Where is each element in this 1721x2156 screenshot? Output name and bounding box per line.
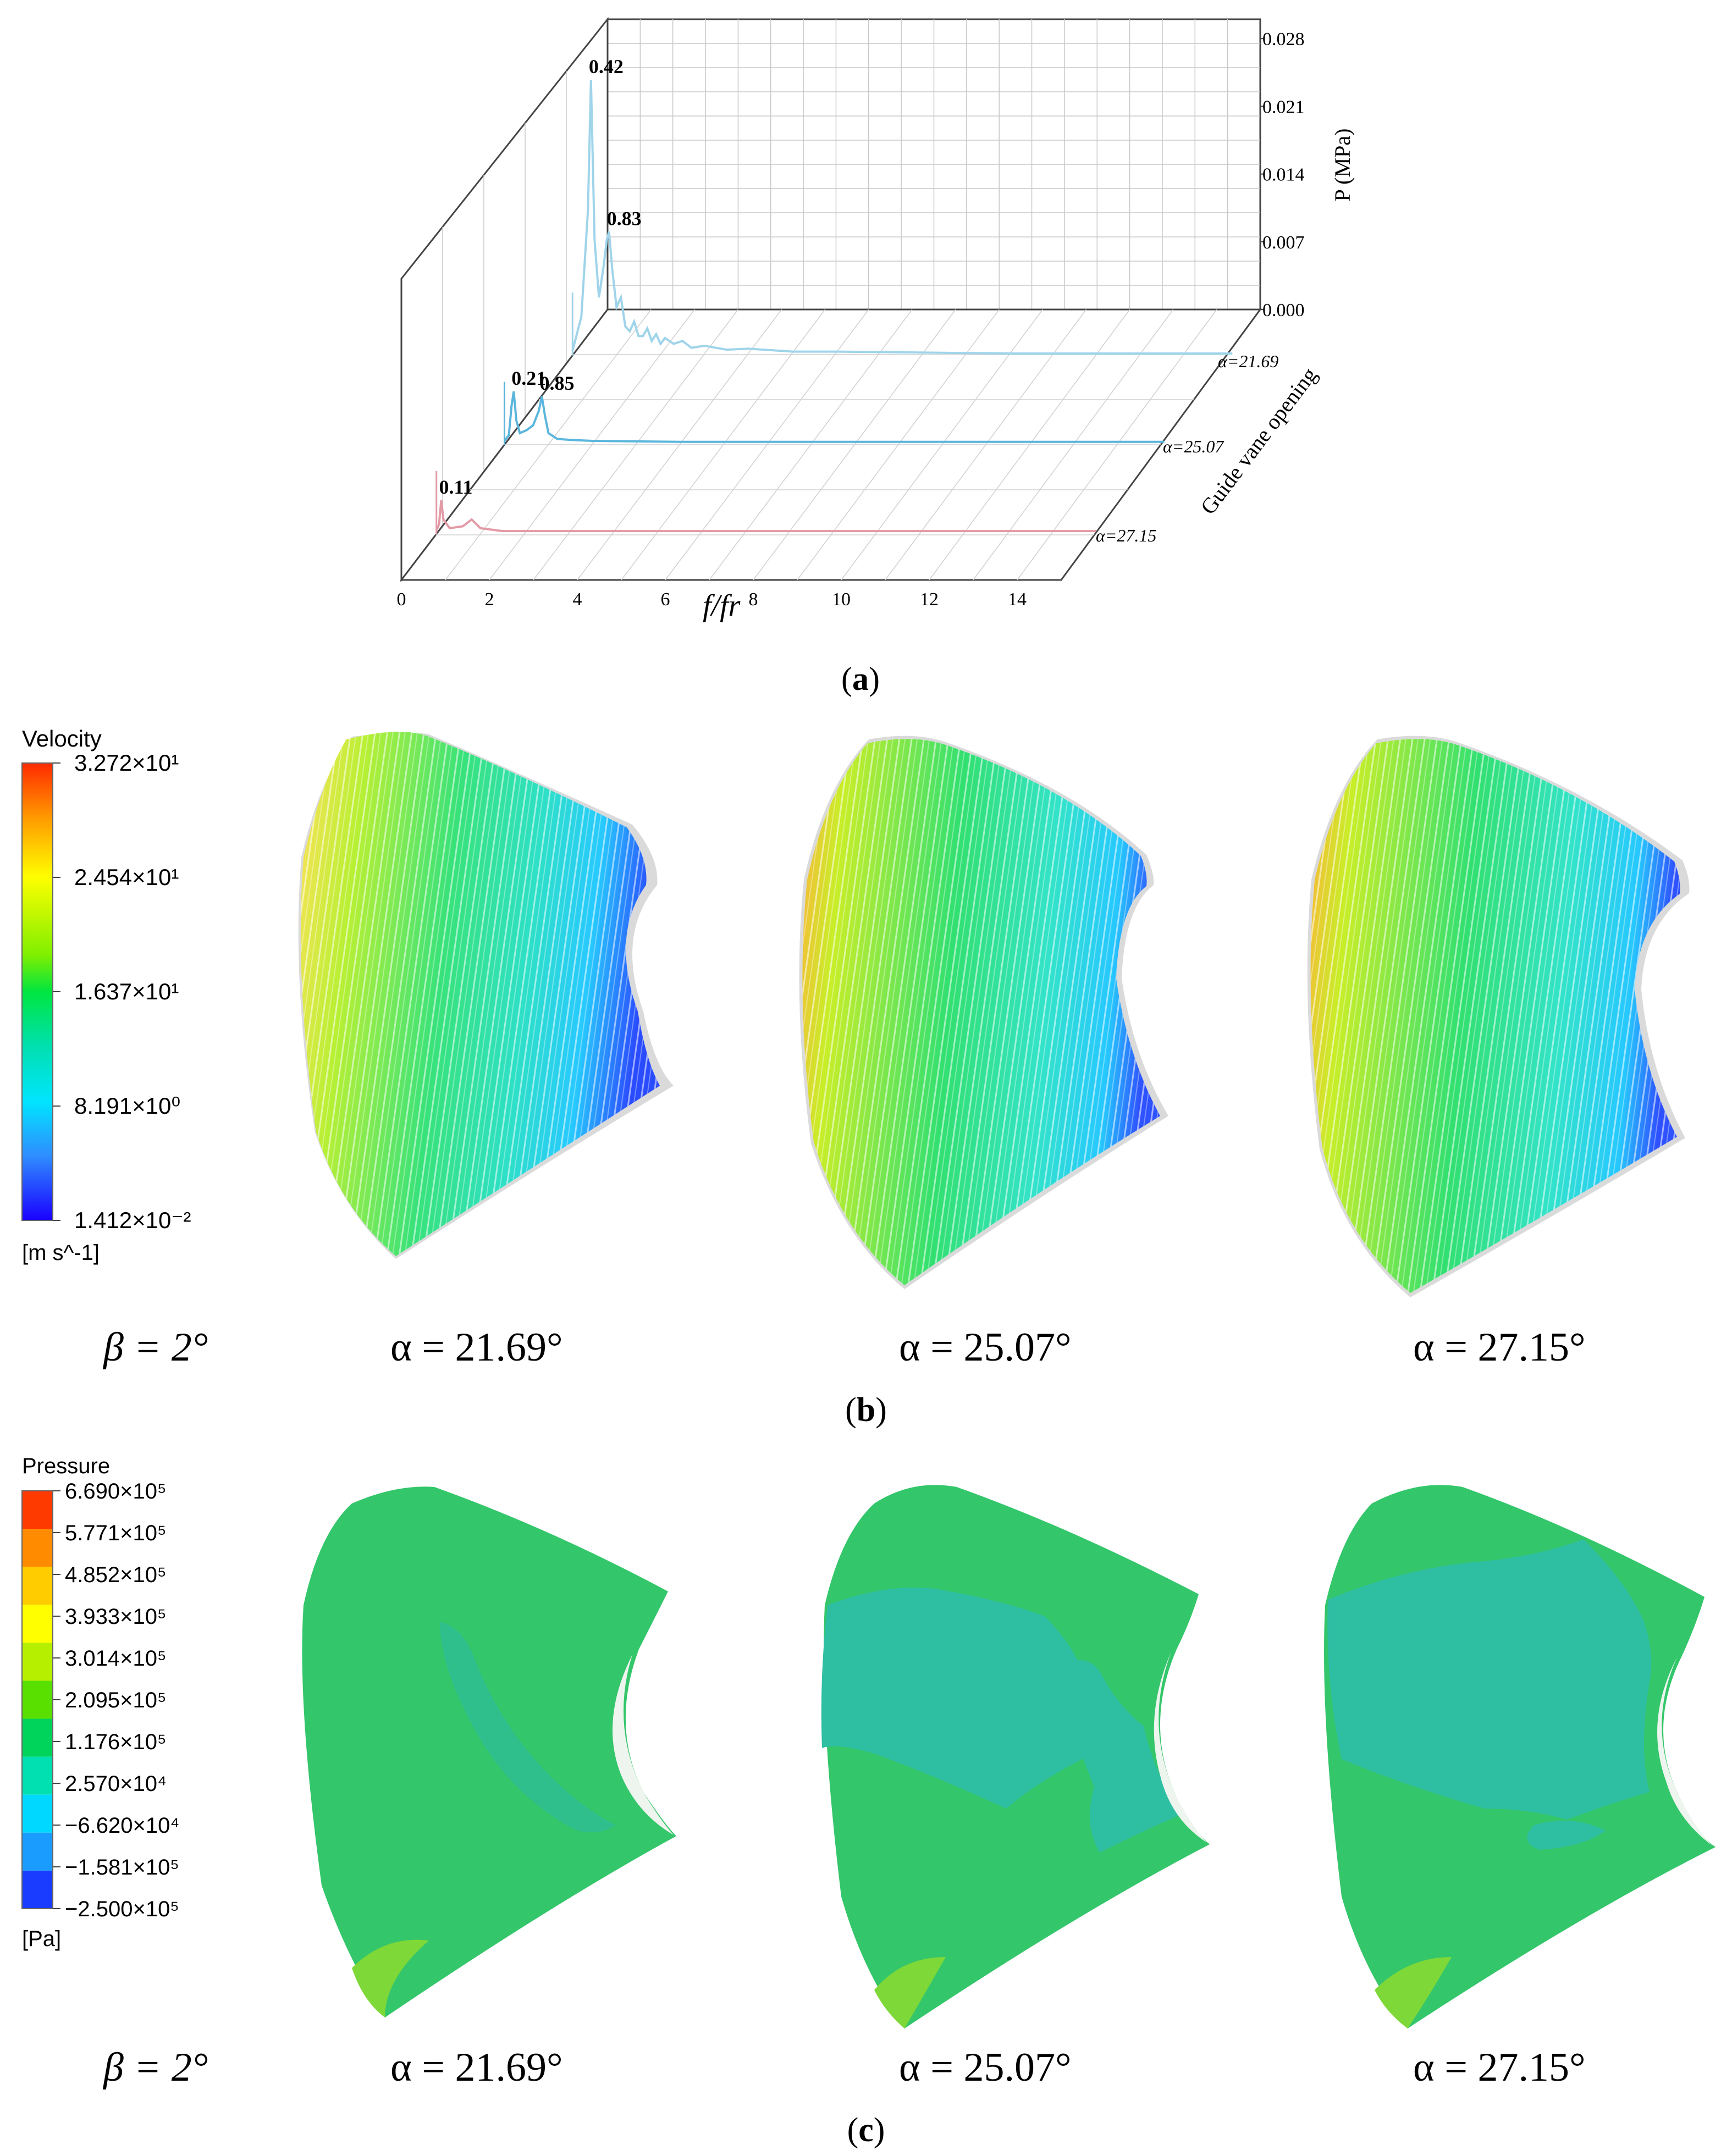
- velocity-tick-label: 2.454×10¹: [74, 864, 179, 890]
- pressure-color-band: [22, 1680, 53, 1719]
- pressure-color-band: [22, 1756, 53, 1795]
- pressure-tick-label: −1.581×10⁵: [65, 1855, 179, 1879]
- y-tick-label: 0.007: [1262, 233, 1305, 253]
- y-tick-labels: 0.000 0.007 0.014 0.021 0.028: [1260, 29, 1305, 320]
- alpha2-label-b: α = 25.07°: [899, 1325, 1072, 1370]
- pressure-tick-label: 1.176×10⁵: [65, 1730, 167, 1754]
- velocity-legend-ticks: 3.272×10¹ 2.454×10¹ 1.637×10¹ 8.191×10⁰ 1.41…: [53, 750, 191, 1233]
- pressure-panel: Pressure 6.690×10⁵ 5.771×10⁵ 4.852×10⁵ 3.93…: [21, 1454, 1716, 2149]
- spectrum-line-3: [435, 500, 1096, 533]
- pressure-legend-ticks: 6.690×10⁵ 5.771×10⁵ 4.852×10⁵ 3.933×10⁵ 3.01…: [53, 1479, 180, 1921]
- series-label-2: α=25.07: [1163, 436, 1224, 456]
- peak-label: 0.21: [511, 367, 546, 389]
- pressure-color-band: [22, 1870, 53, 1909]
- velocity-tick-label: 1.637×10¹: [74, 979, 179, 1004]
- x-tick-label: 4: [573, 589, 582, 610]
- streamline-blade-1: [298, 732, 674, 1259]
- y-tick-label: 0.014: [1262, 165, 1305, 185]
- streamline-blade-2: [799, 736, 1168, 1289]
- x-tick-label: 14: [1008, 589, 1027, 610]
- x-tick-label: 10: [832, 589, 851, 610]
- pressure-blade-1: [302, 1486, 676, 2017]
- y-tick-label: 0.000: [1262, 300, 1305, 320]
- pressure-color-band: [22, 1832, 53, 1871]
- beta-label-c: β = 2°: [102, 2045, 208, 2090]
- pressure-blade-3: [1324, 1485, 1716, 2028]
- x-tick-label: 2: [485, 589, 494, 610]
- peak-label: 0.11: [439, 476, 473, 498]
- pressure-colorbar: [21, 1490, 53, 1909]
- pressure-tick-label: 4.852×10⁵: [65, 1563, 167, 1587]
- pressure-tick-label: −6.620×10⁴: [65, 1814, 180, 1838]
- series-label-1: α=21.69: [1218, 351, 1278, 371]
- pressure-blade-2: [821, 1485, 1210, 2028]
- velocity-tick-label: 1.412×10⁻²: [74, 1207, 191, 1233]
- left-wall-grid: [442, 71, 567, 526]
- y-tick-label: 0.028: [1262, 29, 1305, 49]
- pressure-color-band: [22, 1643, 53, 1681]
- x-tick-labels: 0 2 4 6 8 10 12 14: [397, 589, 1027, 610]
- peak-label: 0.83: [607, 207, 642, 229]
- pressure-color-band: [22, 1491, 53, 1529]
- x-axis-label: f/fr: [703, 589, 741, 623]
- x-tick-label: 0: [397, 589, 406, 610]
- pressure-color-band: [22, 1529, 53, 1567]
- peak-label: 0.42: [589, 56, 624, 78]
- x-tick-label: 6: [661, 589, 670, 610]
- pressure-legend-title: Pressure: [22, 1454, 110, 1478]
- caption-c: (c): [847, 2111, 885, 2149]
- alpha2-label-c: α = 25.07°: [899, 2045, 1072, 2090]
- spectrum-line-2: [503, 391, 1165, 443]
- alpha3-label-c: α = 27.15°: [1413, 2045, 1586, 2090]
- pressure-color-band: [22, 1794, 53, 1833]
- velocity-panel: Velocity 3.272×10¹ 2.454×10¹ 1.637×10¹ 8.19…: [21, 726, 1690, 1429]
- pressure-color-band: [22, 1718, 53, 1757]
- pressure-tick-label: 2.570×10⁴: [65, 1772, 167, 1796]
- y-tick-label: 0.021: [1262, 97, 1305, 117]
- alpha1-label-b: α = 21.69°: [390, 1325, 563, 1370]
- x-tick-label: 12: [920, 589, 939, 610]
- pressure-tick-label: 3.014×10⁵: [65, 1646, 167, 1671]
- peak-annotations: 0.42 0.83 0.210.85 0.11: [439, 56, 642, 498]
- pressure-tick-label: 5.771×10⁵: [65, 1521, 167, 1545]
- waterfall-chart: 0.420.830.210.850.11 0 2 4 6 8 10 12 14 0.0000.…: [397, 16, 1355, 697]
- velocity-tick-label: 8.191×10⁰: [74, 1093, 180, 1119]
- y-axis-label: P (MPa): [1330, 129, 1355, 202]
- peak-label: 0.85: [540, 372, 575, 394]
- alpha3-label-b: α = 27.15°: [1413, 1325, 1586, 1370]
- caption-b: (b): [845, 1391, 887, 1429]
- pressure-tick-label: 6.690×10⁵: [65, 1479, 167, 1503]
- pressure-tick-label: −2.500×10⁵: [65, 1897, 179, 1921]
- velocity-legend-unit: [m s^-1]: [22, 1241, 100, 1265]
- velocity-legend-title: Velocity: [22, 726, 102, 751]
- velocity-colorbar: [21, 762, 53, 1221]
- streamline-blade-3: [1307, 736, 1690, 1297]
- pressure-tick-label: 3.933×10⁵: [65, 1605, 167, 1629]
- caption-a: (a): [841, 661, 880, 697]
- pressure-tick-label: 2.095×10⁵: [65, 1688, 167, 1712]
- x-tick-label: 8: [749, 589, 758, 610]
- series-label-3: α=27.15: [1096, 526, 1156, 545]
- back-wall-grid: [608, 19, 1260, 309]
- spectrum-series: [435, 79, 1233, 534]
- spectrum-line-1: [571, 79, 1233, 355]
- pressure-color-band: [22, 1605, 53, 1643]
- velocity-tick-label: 3.272×10¹: [74, 750, 179, 776]
- pressure-legend-unit: [Pa]: [22, 1927, 61, 1951]
- alpha1-label-c: α = 21.69°: [390, 2045, 563, 2090]
- beta-label-b: β = 2°: [102, 1325, 208, 1370]
- pressure-color-band: [22, 1567, 53, 1605]
